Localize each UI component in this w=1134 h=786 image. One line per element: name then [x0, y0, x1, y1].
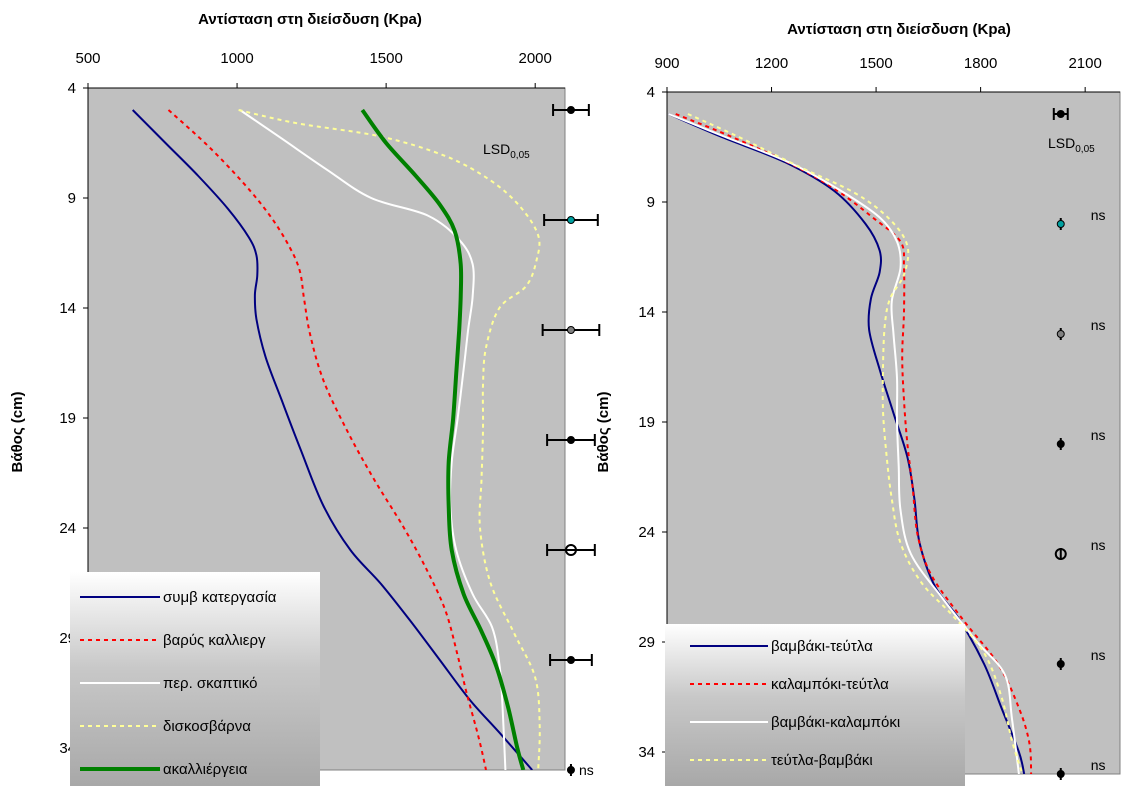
y-tick-label: 4 [68, 80, 76, 97]
y-axis-label: Βάθος (cm) [595, 392, 612, 473]
x-tick-label: 500 [75, 50, 100, 67]
series-line-3 [239, 109, 507, 770]
series-line-5 [360, 108, 526, 770]
lsd-marker [1056, 770, 1065, 778]
y-tick-label: 24 [638, 524, 655, 541]
y-tick-label: 34 [638, 744, 655, 761]
chart-title: Αντίσταση στη διείσδυση (Kpa) [198, 11, 422, 28]
ns-label: ns [1091, 427, 1106, 443]
lsd-subscript: 0,05 [510, 150, 530, 161]
series-line-2 [167, 109, 487, 770]
chart-right: Αντίσταση στη διείσδυση (Kpa) 900 1200 1500… [595, 21, 1121, 786]
legend-box [70, 572, 320, 786]
y-tick-label: 24 [59, 520, 76, 537]
legend-label-4: τεύτλα-βαμβάκι [771, 752, 873, 769]
ns-label: ns [1091, 537, 1106, 553]
ns-label: ns [579, 762, 594, 778]
legend: συμβ κατεργασία βαρύς καλλιεργ περ. σκαπτι… [70, 572, 320, 786]
lsd-marker [566, 216, 575, 224]
lsd-marker [566, 766, 575, 774]
legend: βαμβάκι-τεύτλα καλαμπόκι-τεύτλα βαμβάκι-κα… [665, 624, 965, 786]
lsd-marker [566, 326, 575, 334]
lsd-marker [1054, 548, 1067, 560]
chart-title: Αντίσταση στη διείσδυση (Kpa) [787, 21, 1011, 38]
lsd-marker [566, 106, 575, 114]
y-tick-label: 4 [647, 84, 655, 101]
legend-label-1: βαμβάκι-τεύτλα [771, 638, 873, 655]
lsd-marker [1056, 110, 1065, 118]
x-tick-label: 2000 [519, 50, 552, 67]
lsd-marker [1056, 220, 1065, 228]
legend-label-3: βαμβάκι-καλαμπόκι [771, 714, 900, 731]
series-group [668, 113, 1033, 774]
x-tick-label: 2100 [1068, 55, 1101, 72]
x-tick-label: 1000 [220, 50, 253, 67]
lsd-marker [566, 436, 575, 444]
y-tick-label: 9 [647, 194, 655, 211]
series-line-4 [238, 109, 541, 770]
y-tick-label: 19 [638, 414, 655, 431]
legend-label-2: καλαμπόκι-τεύτλα [771, 676, 889, 693]
legend-label-5: ακαλλιέργεια [163, 761, 248, 778]
ns-label: ns [1091, 317, 1106, 333]
y-tick-label: 14 [638, 304, 655, 321]
y-tick-label: 29 [638, 634, 655, 651]
series-line-4 [687, 113, 1024, 774]
x-tick-label: 1500 [369, 50, 402, 67]
ns-label: ns [1091, 207, 1106, 223]
legend-label-1: συμβ κατεργασία [163, 589, 277, 606]
x-tick-label: 900 [654, 55, 679, 72]
lsd-marker [1056, 660, 1065, 668]
lsd-marker [1056, 440, 1065, 448]
lsd-marker [1056, 330, 1065, 338]
legend-label-3: περ. σκαπτικό [163, 675, 257, 692]
ns-label: ns [1091, 757, 1106, 773]
lsd-subscript: 0,05 [1075, 144, 1095, 155]
chart-left: Αντίσταση στη διείσδυση (Kpa) 500 1000 1500… [9, 11, 601, 786]
lsd-marker [566, 656, 575, 664]
y-axis-label: Βάθος (cm) [9, 392, 26, 473]
series-line-1 [668, 113, 1026, 774]
x-tick-label: 1500 [859, 55, 892, 72]
lsd-marker [564, 544, 577, 556]
legend-label-2: βαρύς καλλιεργ [163, 632, 266, 649]
series-group [131, 108, 541, 770]
series-line-1 [131, 109, 533, 770]
series-line-2 [675, 113, 1033, 774]
legend-label-4: δισκοσβάρνα [163, 718, 251, 735]
x-tick-label: 1800 [964, 55, 997, 72]
x-tick-label: 1200 [755, 55, 788, 72]
ns-label: ns [1091, 647, 1106, 663]
y-tick-label: 19 [59, 410, 76, 427]
y-tick-label: 9 [68, 190, 76, 207]
y-tick-label: 14 [59, 300, 76, 317]
